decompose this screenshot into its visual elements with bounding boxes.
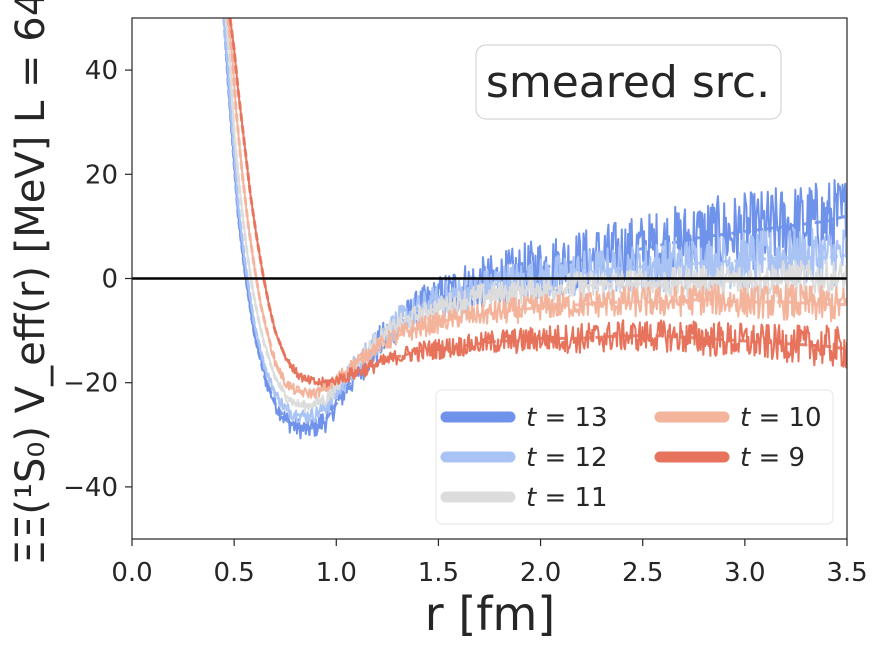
legend-label-t11: t = 11 bbox=[526, 483, 608, 513]
x-tick-label: 1.0 bbox=[316, 558, 357, 588]
legend-label-t13: t = 13 bbox=[526, 403, 608, 433]
legend: t = 13 t = 10 t = 12 t = 9 t = 11 bbox=[435, 389, 834, 525]
annotation-frame bbox=[475, 44, 782, 120]
series-line-t10 bbox=[227, 18, 847, 399]
x-tick-label: 3.0 bbox=[724, 558, 765, 588]
y-tick-label: 20 bbox=[85, 160, 118, 190]
series-core-t9 bbox=[228, 18, 847, 385]
legend-label-t12: t = 12 bbox=[526, 443, 608, 473]
annotation-text: smeared src. bbox=[486, 57, 770, 108]
y-tick-label: −20 bbox=[63, 369, 118, 399]
x-tick-label: 1.5 bbox=[418, 558, 459, 588]
x-tick-label: 2.5 bbox=[622, 558, 663, 588]
x-tick-label: 0.5 bbox=[213, 558, 254, 588]
y-tick-label: 0 bbox=[101, 265, 118, 295]
x-tick-label: 3.5 bbox=[826, 558, 867, 588]
legend-label-t9: t = 9 bbox=[740, 443, 805, 473]
x-tick-label: 2.0 bbox=[520, 558, 561, 588]
x-tick-label: 0.0 bbox=[111, 558, 152, 588]
x-axis-label: r [fm] bbox=[425, 587, 555, 641]
x-axis-ticks: 0.0 0.5 1.0 1.5 2.0 2.5 3.0 3.5 bbox=[111, 539, 868, 588]
series-line-t9 bbox=[229, 18, 847, 388]
annotation-box: smeared src. bbox=[475, 44, 782, 120]
series-core-t10 bbox=[226, 18, 847, 395]
y-axis-label: ΞΞ(¹S₀) V_eff(r) [MeV] L = 64 bbox=[8, 0, 54, 565]
y-tick-label: −40 bbox=[63, 473, 118, 503]
legend-frame bbox=[435, 389, 834, 525]
y-tick-label: 40 bbox=[85, 56, 118, 86]
y-axis-ticks: −40 −20 0 20 40 bbox=[63, 56, 132, 503]
series-core-t12 bbox=[222, 18, 847, 419]
legend-label-t10: t = 10 bbox=[740, 403, 822, 433]
